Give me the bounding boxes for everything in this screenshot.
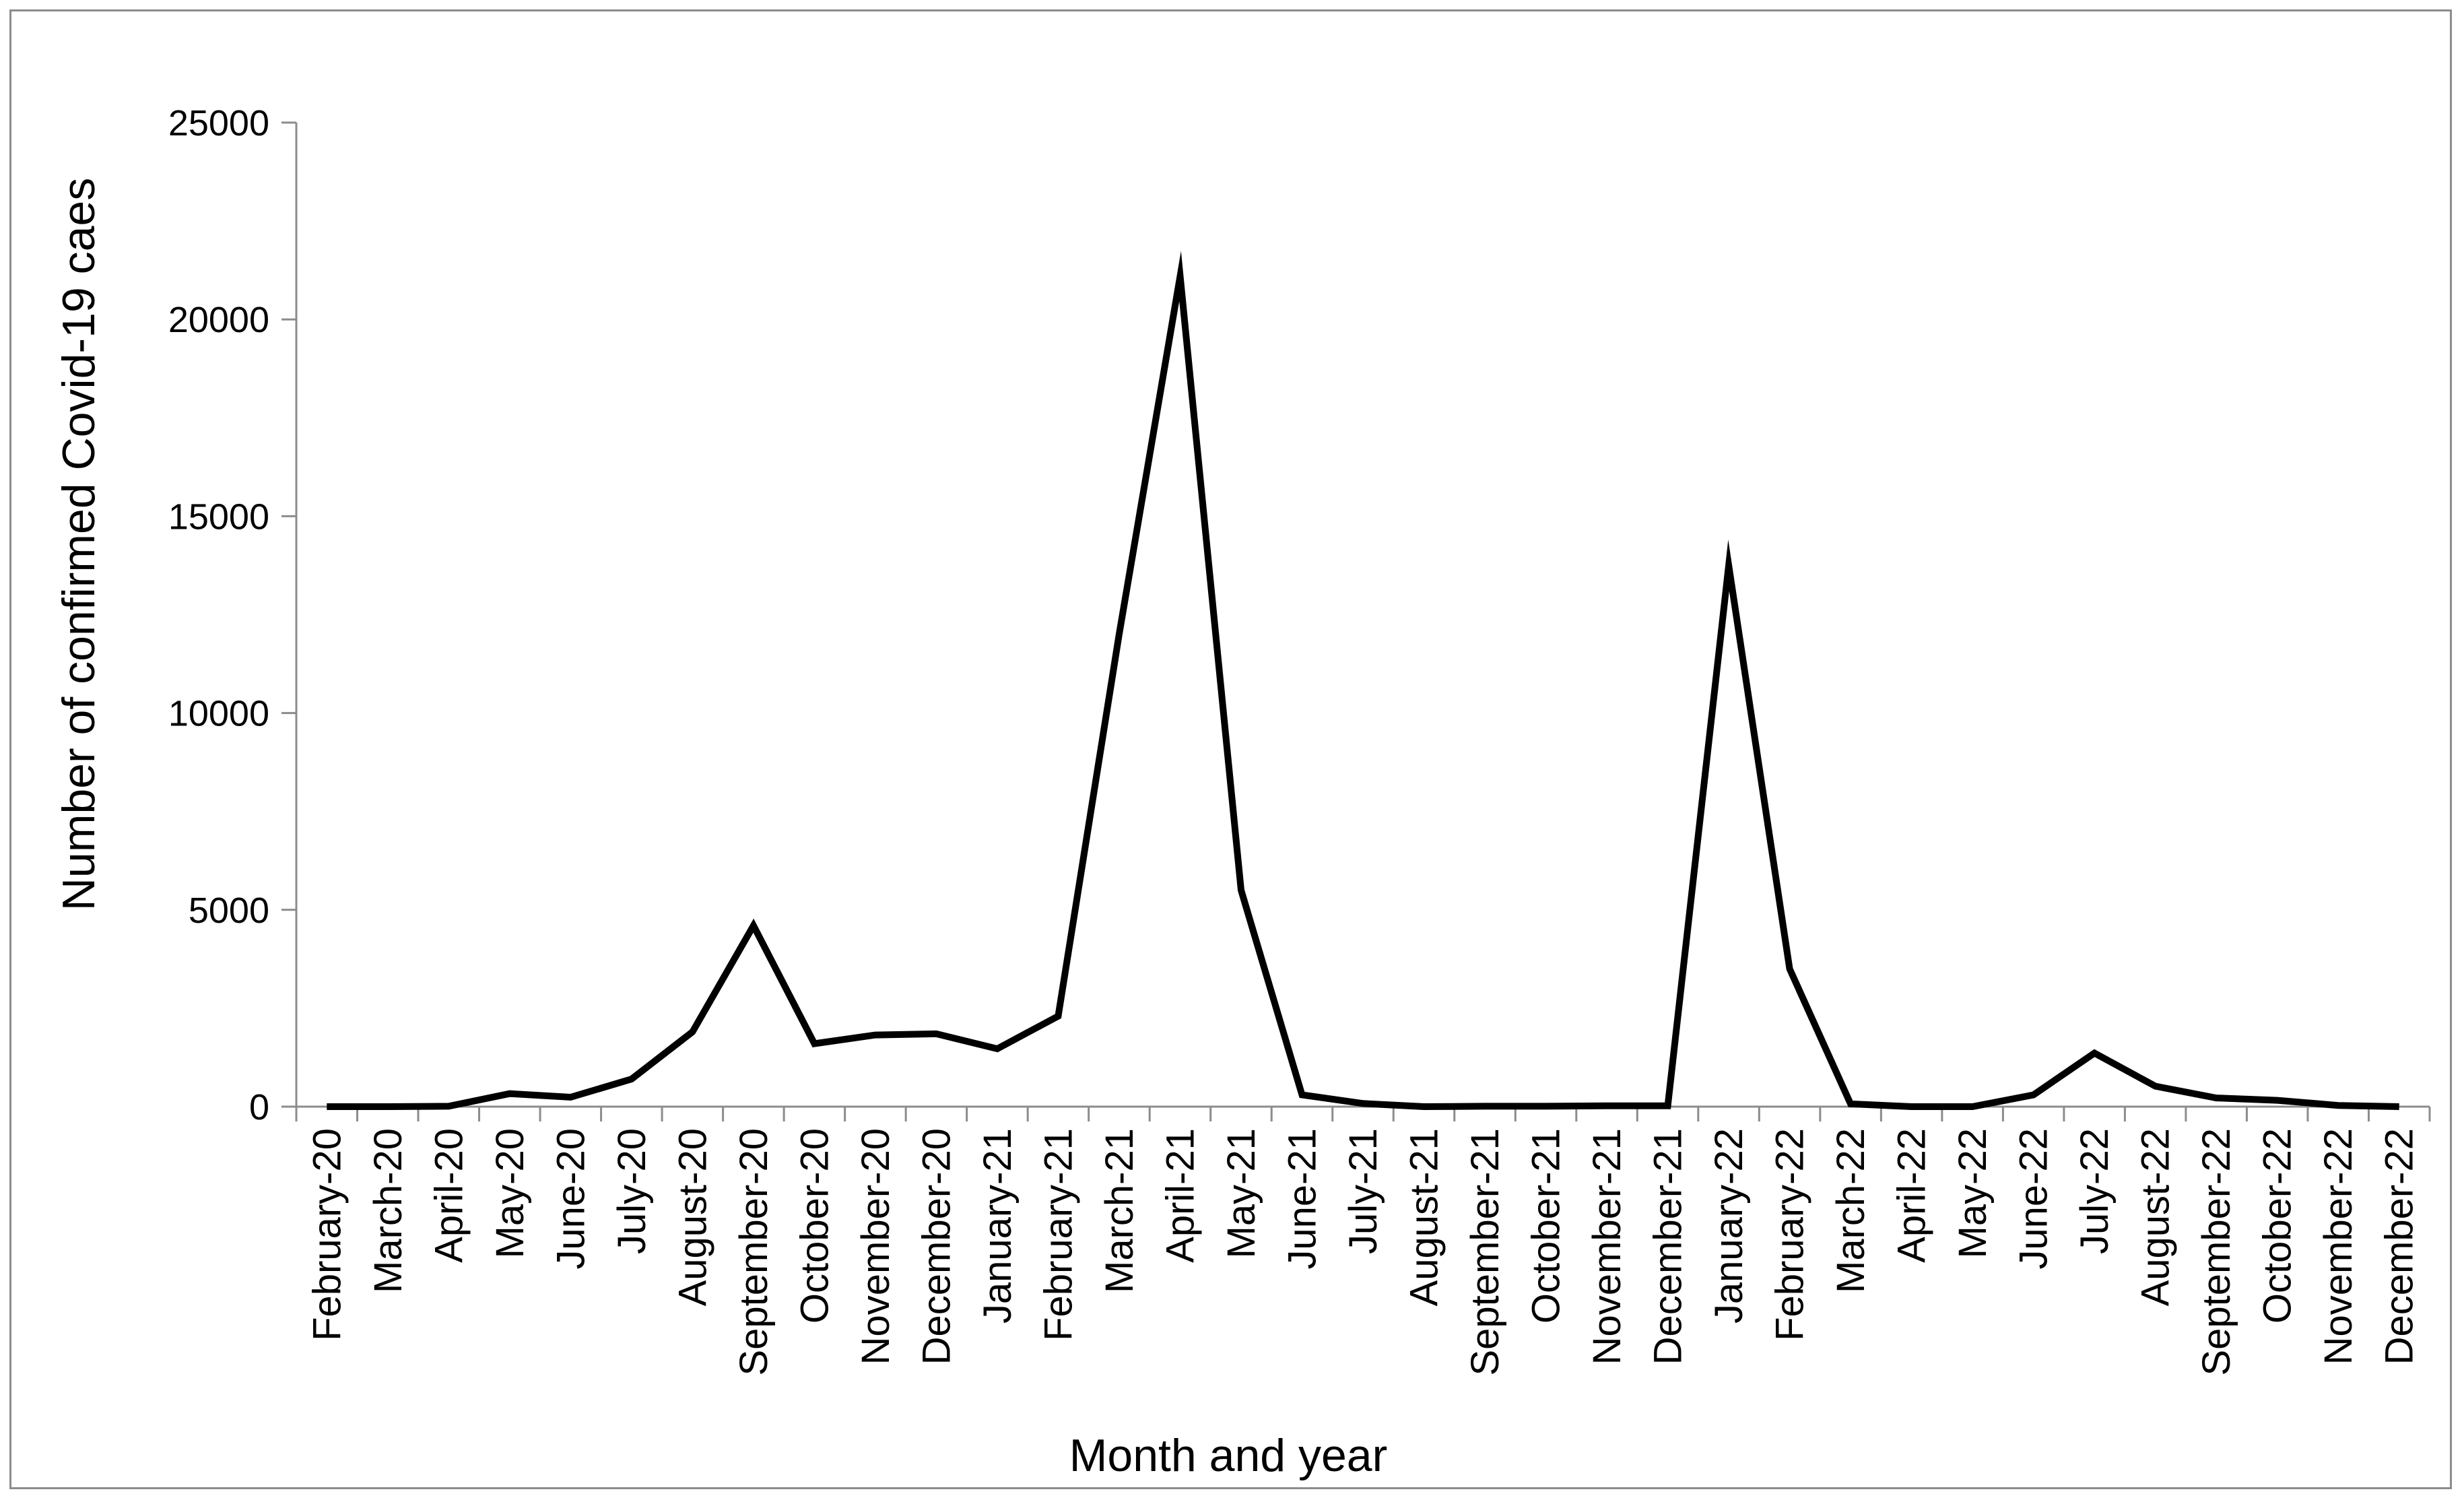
y-tick-label: 0 bbox=[249, 1087, 269, 1128]
x-tick-label: September-20 bbox=[732, 1128, 776, 1376]
series-line bbox=[327, 251, 2399, 1111]
x-tick-label: July-22 bbox=[2073, 1128, 2117, 1254]
x-tick-label: November-22 bbox=[2317, 1128, 2360, 1365]
x-tick-label: July-20 bbox=[610, 1128, 654, 1254]
axes bbox=[295, 123, 2430, 1108]
x-tick-label: August-21 bbox=[1403, 1128, 1446, 1306]
y-tick-label: 10000 bbox=[168, 694, 269, 734]
x-tick-label: September-22 bbox=[2195, 1128, 2238, 1376]
x-tick-label: May-22 bbox=[1951, 1128, 1995, 1258]
x-tick-label: October-21 bbox=[1525, 1128, 1568, 1324]
x-tick-label: May-21 bbox=[1220, 1128, 1263, 1258]
x-tick-label: October-22 bbox=[2256, 1128, 2300, 1324]
x-tick-label: April-21 bbox=[1158, 1128, 1202, 1263]
x-tick-label: March-21 bbox=[1098, 1128, 1141, 1293]
x-axis-ticks: February-20 March-20 April-20 May-20 June-20… bbox=[295, 1107, 2431, 1376]
x-tick-label: July-21 bbox=[1341, 1128, 1385, 1254]
x-tick-label: March-20 bbox=[366, 1128, 410, 1293]
x-axis-title: Month and year bbox=[1069, 1430, 1388, 1481]
x-tick-label: November-21 bbox=[1585, 1128, 1629, 1365]
y-tick-label: 20000 bbox=[168, 300, 269, 340]
x-tick-label: December-20 bbox=[914, 1128, 958, 1365]
x-tick-label: August-20 bbox=[671, 1128, 714, 1306]
x-tick-label: June-20 bbox=[549, 1128, 593, 1270]
x-tick-label: February-21 bbox=[1036, 1128, 1080, 1341]
x-tick-label: February-22 bbox=[1768, 1128, 1812, 1341]
x-tick-label: August-22 bbox=[2134, 1128, 2178, 1306]
y-axis-ticks: 0 5000 10000 15000 20000 25000 bbox=[168, 103, 296, 1128]
y-axis-title: Number of confirmed Covid-19 caes bbox=[53, 178, 104, 911]
x-tick-label: March-22 bbox=[1829, 1128, 1873, 1293]
x-tick-label: November-20 bbox=[854, 1128, 898, 1365]
x-tick-label: December-21 bbox=[1646, 1128, 1690, 1365]
x-tick-label: February-20 bbox=[305, 1128, 349, 1341]
x-tick-label: December-22 bbox=[2378, 1128, 2422, 1365]
x-tick-label: October-20 bbox=[793, 1128, 836, 1324]
x-tick-label: January-21 bbox=[976, 1128, 1020, 1324]
x-tick-label: June-22 bbox=[2012, 1128, 2056, 1270]
x-tick-label: January-22 bbox=[1707, 1128, 1751, 1324]
y-tick-label: 15000 bbox=[168, 496, 269, 537]
series-layer bbox=[327, 251, 2399, 1111]
x-tick-label: April-20 bbox=[427, 1128, 471, 1263]
y-tick-label: 5000 bbox=[189, 890, 269, 931]
chart-frame bbox=[9, 9, 2452, 1489]
x-tick-label: April-22 bbox=[1890, 1128, 1934, 1263]
x-tick-label: September-21 bbox=[1463, 1128, 1507, 1376]
y-tick-label: 25000 bbox=[168, 103, 269, 143]
x-tick-label: June-21 bbox=[1280, 1128, 1324, 1270]
x-tick-label: May-20 bbox=[488, 1128, 532, 1258]
